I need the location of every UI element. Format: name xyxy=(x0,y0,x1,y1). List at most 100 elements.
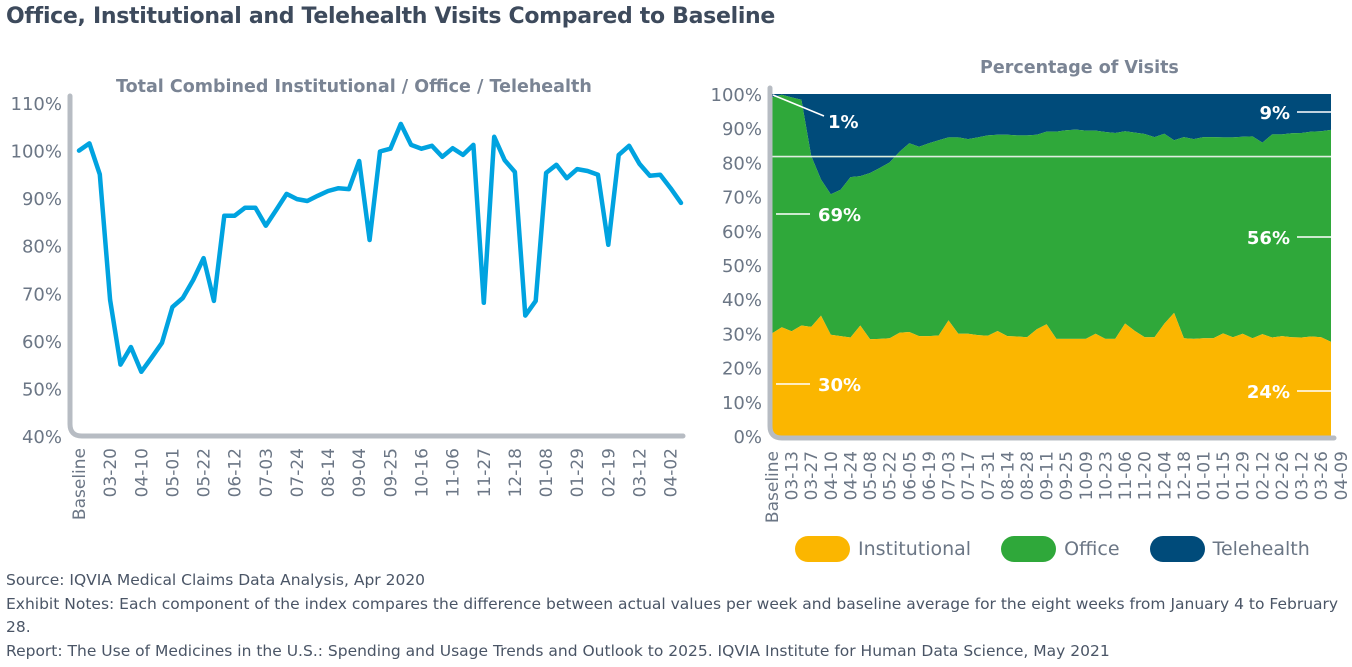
x-tick-label: 03-26 xyxy=(1312,451,1332,500)
annotation-telehealth-end: 9% xyxy=(1259,103,1290,124)
page-title: Office, Institutional and Telehealth Vis… xyxy=(6,4,776,29)
y-tick-label: 60% xyxy=(722,222,762,243)
x-tick-label: 01-08 xyxy=(537,448,557,497)
exhibit-notes: Exhibit Notes: Each component of the ind… xyxy=(6,594,1339,637)
x-tick-label: 07-03 xyxy=(257,448,277,497)
y-tick-label: 90% xyxy=(722,119,762,140)
y-tick-label: 20% xyxy=(722,359,762,380)
y-tick-label: 70% xyxy=(722,188,762,209)
x-tick-label: 02-12 xyxy=(1253,451,1273,500)
y-tick-label: 40% xyxy=(22,427,62,448)
x-tick-label: 09-04 xyxy=(350,448,370,497)
x-tick-label: 11-20 xyxy=(1136,451,1156,500)
legend-swatch-institutional xyxy=(795,536,850,562)
x-tick-label: 04-10 xyxy=(132,448,152,497)
area-institutional xyxy=(772,312,1331,436)
y-tick-label: 110% xyxy=(11,94,62,115)
x-tick-label: 08-28 xyxy=(1018,451,1038,500)
legend-item-office: Office xyxy=(1001,536,1120,562)
annotation-leader xyxy=(772,94,825,117)
area-chart-title: Percentage of Visits xyxy=(980,58,1179,78)
x-tick-label: 05-22 xyxy=(881,451,901,500)
x-tick-label: 03-12 xyxy=(1293,451,1313,500)
x-tick-label: 02-26 xyxy=(1273,451,1293,500)
legend-swatch-telehealth xyxy=(1149,536,1205,562)
y-tick-label: 40% xyxy=(722,290,762,311)
y-tick-label: 70% xyxy=(22,284,62,305)
x-tick-label: 03-27 xyxy=(802,451,822,500)
annotation-telehealth-start: 1% xyxy=(828,112,859,133)
y-tick-label: 90% xyxy=(22,189,62,210)
annotation-institutional-start: 30% xyxy=(818,375,861,396)
x-tick-label: 02-19 xyxy=(599,448,619,497)
x-tick-label: 12-18 xyxy=(506,448,526,497)
x-tick-label: 03-20 xyxy=(101,448,121,497)
y-tick-label: 0% xyxy=(733,427,762,448)
footer: Source: IQVIA Medical Claims Data Analys… xyxy=(6,569,1346,663)
x-tick-label: 04-10 xyxy=(822,451,842,500)
x-tick-label: 09-25 xyxy=(381,448,401,497)
legend-label-telehealth: Telehealth xyxy=(1212,538,1310,560)
x-tick-label: 10-16 xyxy=(413,448,433,497)
y-tick-label: 10% xyxy=(722,393,762,414)
x-tick-label: 06-12 xyxy=(226,448,246,497)
annotation-office-start: 69% xyxy=(818,205,861,226)
x-tick-label: 04-24 xyxy=(841,451,861,500)
legend-item-institutional: Institutional xyxy=(795,536,971,562)
x-tick-label: 11-06 xyxy=(1116,451,1136,500)
area-chart: 100% 90% 80% 70% 60% 50% 40% 30% 20% 10% 0%Baselin… xyxy=(711,85,1352,523)
x-tick-label: 08-14 xyxy=(319,448,339,497)
x-tick-label: 09-25 xyxy=(1057,451,1077,500)
y-tick-label: 50% xyxy=(22,379,62,400)
x-tick-label: 05-08 xyxy=(861,451,881,500)
y-tick-label: 100% xyxy=(11,142,62,163)
x-tick-label: 11-27 xyxy=(475,448,495,497)
x-tick-label: 01-01 xyxy=(1195,451,1215,500)
x-tick-label: Baseline xyxy=(70,448,90,520)
y-tick-label: 80% xyxy=(722,153,762,174)
x-tick-label: 11-06 xyxy=(444,448,464,497)
source-note: Source: IQVIA Medical Claims Data Analys… xyxy=(6,571,426,589)
x-tick-label: 04-09 xyxy=(1332,451,1352,500)
x-tick-label: 08-14 xyxy=(998,451,1018,500)
x-tick-label: 07-17 xyxy=(959,451,979,500)
x-tick-label: 10-09 xyxy=(1077,451,1097,500)
legend-label-office: Office xyxy=(1064,538,1120,560)
legend-swatch-office xyxy=(1001,536,1057,562)
x-tick-label: 10-23 xyxy=(1096,451,1116,500)
area-chart-axis xyxy=(767,85,1337,441)
annotation-office-end: 56% xyxy=(1247,228,1290,249)
x-tick-label: 01-15 xyxy=(1214,451,1234,500)
x-tick-label: 06-19 xyxy=(920,451,940,500)
x-tick-label: 05-22 xyxy=(195,448,215,497)
line-chart: 110% 100% 90% 80% 70% 60% 50% 40% Baseline 03-20 0… xyxy=(11,93,686,520)
report-citation: Report: The Use of Medicines in the U.S.… xyxy=(6,641,1110,660)
area-chart-legend: Institutional Office Telehealth xyxy=(795,536,1340,562)
y-tick-label: 30% xyxy=(722,324,762,345)
y-tick-label: 80% xyxy=(22,237,62,258)
x-tick-label: 12-18 xyxy=(1175,451,1195,500)
x-tick-label: 12-04 xyxy=(1155,451,1175,500)
y-tick-label: 60% xyxy=(22,332,62,353)
x-tick-label: 01-29 xyxy=(568,448,588,497)
legend-item-telehealth: Telehealth xyxy=(1149,536,1310,562)
x-tick-label: 03-12 xyxy=(630,448,650,497)
line-chart-title: Total Combined Institutional / Office / … xyxy=(116,77,592,97)
x-tick-label: 09-11 xyxy=(1038,451,1058,500)
x-tick-label: Baseline xyxy=(763,451,783,523)
total-combined-line xyxy=(76,121,684,375)
x-tick-label: 05-01 xyxy=(163,448,183,497)
line-chart-axis xyxy=(67,93,686,439)
annotation-institutional-end: 24% xyxy=(1247,382,1290,403)
x-tick-label: 07-31 xyxy=(979,451,999,500)
y-tick-label: 50% xyxy=(722,256,762,277)
x-tick-label: 03-13 xyxy=(783,451,803,500)
x-tick-label: 01-29 xyxy=(1234,451,1254,500)
area-telehealth xyxy=(772,94,1331,195)
x-tick-label: 06-05 xyxy=(900,451,920,500)
x-tick-label: 07-24 xyxy=(288,448,308,497)
x-tick-label: 07-03 xyxy=(940,451,960,500)
y-tick-label: 100% xyxy=(711,85,762,106)
legend-label-institutional: Institutional xyxy=(858,538,972,560)
x-tick-label: 04-02 xyxy=(662,448,682,497)
